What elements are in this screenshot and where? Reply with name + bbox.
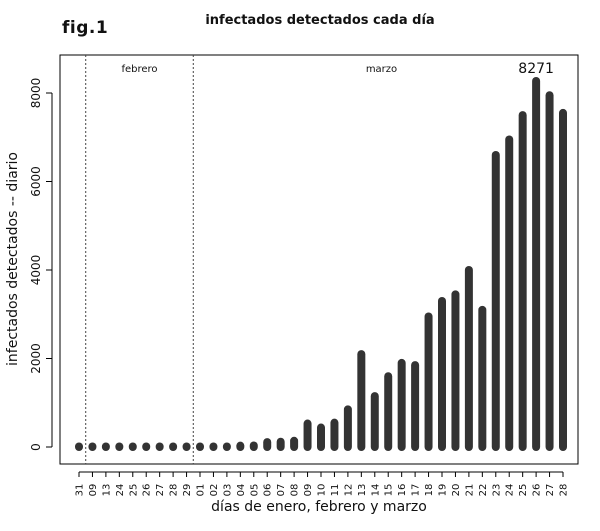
x-tick-label: 24 (505, 484, 516, 497)
y-tick-label: 8000 (29, 78, 43, 109)
x-tick-label: 10 (317, 484, 328, 497)
x-tick-label: 25 (518, 484, 529, 497)
y-axis-title: infectados detectados -- diario (5, 152, 21, 366)
x-tick-label: 05 (249, 484, 260, 497)
x-tick-label: 21 (464, 484, 475, 497)
x-tick-label: 24 (115, 484, 126, 497)
y-tick-label: 6000 (29, 166, 43, 197)
x-tick-label: 12 (343, 484, 354, 497)
x-tick-label: 03 (222, 484, 233, 497)
x-tick-label: 26 (142, 484, 153, 497)
x-tick-label: 13 (101, 484, 112, 497)
month-label: marzo (366, 64, 397, 75)
period-separators (85, 55, 194, 464)
x-axis: 31 09 13 24 25 26 27 28 29 01 02 03 04 05 06 07 08 09 10 11… (75, 471, 570, 497)
x-tick-label: 18 (424, 484, 435, 497)
y-tick-label: 2000 (29, 343, 43, 374)
x-tick-label: 02 (209, 484, 220, 497)
x-tick-label: 19 (438, 484, 449, 497)
x-tick-label: 26 (532, 484, 543, 497)
x-tick-label: 07 (276, 484, 287, 497)
x-tick-label: 08 (290, 484, 301, 497)
x-tick-label: 28 (169, 484, 180, 497)
x-tick-label: 11 (330, 484, 341, 497)
y-tick-label: 4000 (29, 255, 43, 286)
figure-label: fig.1 (62, 18, 109, 38)
chart-title: infectados detectados cada día (205, 13, 435, 28)
x-tick-label: 25 (128, 484, 139, 497)
x-tick-label: 23 (491, 484, 502, 497)
x-axis-title: días de enero, febrero y marzo (211, 499, 427, 515)
annotations: 8271 (518, 61, 554, 77)
plot-frame (59, 54, 579, 465)
x-tick-label: 27 (545, 484, 556, 497)
x-tick-label: 09 (303, 484, 314, 497)
x-tick-label: 16 (397, 484, 408, 497)
y-axis: 0 2000 4000 6000 8000 (29, 78, 53, 451)
x-tick-label: 29 (182, 484, 193, 497)
y-tick-label: 0 (29, 443, 43, 451)
x-tick-label: 22 (478, 484, 489, 497)
bars (75, 77, 567, 451)
month-labels: febrero marzo (121, 64, 397, 75)
x-tick-label: 20 (451, 484, 462, 497)
peak-value-label: 8271 (518, 61, 554, 77)
x-tick-label: 04 (236, 484, 247, 497)
x-tick-label: 27 (155, 484, 166, 497)
month-label: febrero (121, 64, 157, 75)
x-tick-label: 15 (384, 484, 395, 497)
x-tick-label: 09 (88, 484, 99, 497)
x-tick-label: 06 (263, 484, 274, 497)
x-tick-label: 31 (75, 484, 86, 497)
x-tick-label: 01 (196, 484, 207, 497)
x-tick-label: 14 (370, 484, 381, 497)
x-tick-label: 13 (357, 484, 368, 497)
x-tick-label: 17 (411, 484, 422, 497)
x-tick-label: 28 (559, 484, 570, 497)
